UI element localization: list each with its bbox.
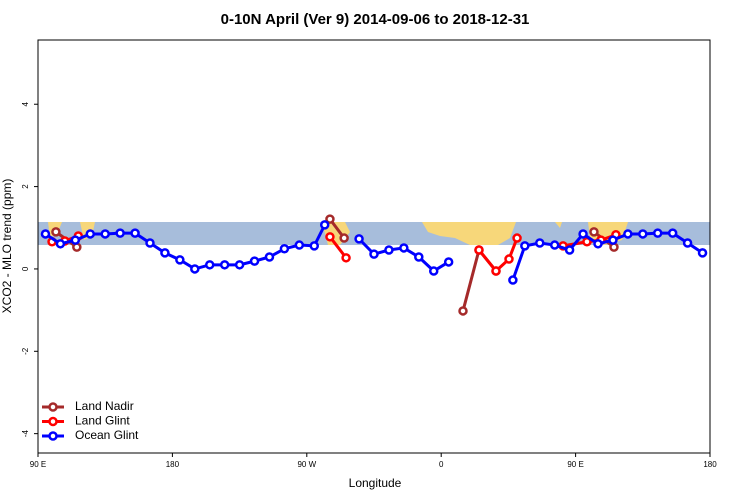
- data-point: [160, 248, 170, 258]
- data-point: [309, 241, 320, 251]
- data-point: [341, 253, 351, 263]
- data-point: [535, 238, 545, 248]
- y-tick-label: -2: [21, 347, 30, 355]
- data-point: [325, 214, 335, 224]
- data-point: [667, 228, 678, 238]
- y-tick-label: 0: [21, 266, 30, 271]
- data-point: [115, 228, 125, 238]
- data-point: [354, 234, 364, 244]
- data-point: [369, 249, 379, 259]
- data-point: [384, 245, 394, 255]
- land-patch: [422, 222, 516, 245]
- data-point: [145, 238, 155, 248]
- x-tick-label: 0: [439, 460, 444, 469]
- data-point: [55, 239, 66, 249]
- y-tick-label: 4: [21, 101, 30, 106]
- legend-swatch-point: [48, 416, 58, 427]
- data-point: [264, 252, 275, 262]
- data-point: [325, 232, 335, 242]
- data-point: [175, 255, 185, 265]
- data-point: [414, 252, 424, 262]
- data-point: [578, 229, 588, 239]
- x-tick-label: 180: [166, 460, 180, 469]
- data-point: [682, 238, 693, 248]
- x-tick-label: 180: [703, 460, 717, 469]
- data-point: [399, 243, 409, 253]
- x-axis-label: Longitude: [349, 476, 402, 490]
- series-line: [477, 237, 519, 274]
- data-point: [652, 228, 663, 238]
- data-point: [589, 227, 599, 237]
- y-axis-label: XCO2 - MLO trend (ppm): [0, 179, 14, 314]
- x-tick-label: 90 E: [30, 460, 46, 469]
- data-point: [234, 260, 245, 270]
- series-line: [461, 246, 498, 312]
- x-tick-label: 90 E: [567, 460, 583, 469]
- data-point: [608, 235, 618, 245]
- land-patch: [555, 222, 562, 228]
- data-point: [458, 306, 468, 316]
- legend-label: Land Glint: [75, 414, 130, 428]
- data-point: [564, 245, 575, 255]
- y-tick-label: -4: [21, 430, 30, 438]
- data-point: [428, 266, 439, 276]
- data-point: [520, 241, 530, 251]
- data-point: [70, 235, 81, 245]
- data-point: [697, 248, 708, 258]
- legend-swatch-point: [48, 431, 58, 441]
- data-point: [339, 233, 349, 243]
- data-point: [474, 245, 484, 255]
- data-point: [319, 220, 330, 230]
- data-point: [51, 227, 61, 237]
- data-point: [294, 240, 305, 250]
- data-point: [623, 229, 633, 239]
- data-point: [549, 240, 560, 250]
- data-point: [279, 244, 290, 254]
- y-tick-label: 2: [21, 184, 30, 189]
- data-point: [638, 229, 648, 239]
- data-point: [504, 254, 514, 264]
- legend-label: Land Nadir: [75, 399, 134, 413]
- data-point: [219, 260, 230, 270]
- data-point: [40, 229, 51, 239]
- data-point: [100, 229, 110, 239]
- data-point: [593, 239, 603, 249]
- x-tick-label: 90 W: [297, 460, 316, 469]
- data-point: [512, 233, 522, 243]
- data-point: [190, 264, 200, 274]
- legend-swatch-point: [48, 402, 58, 412]
- data-point: [249, 256, 260, 266]
- data-point: [443, 257, 454, 267]
- legend-label: Ocean Glint: [75, 428, 139, 442]
- data-point: [85, 229, 96, 239]
- chart-title: 0-10N April (Ver 9) 2014-09-06 to 2018-1…: [221, 11, 530, 28]
- plot-frame: [37, 39, 711, 454]
- data-point: [204, 260, 215, 270]
- data-point: [130, 228, 140, 238]
- data-point: [491, 266, 501, 276]
- data-point: [508, 275, 518, 285]
